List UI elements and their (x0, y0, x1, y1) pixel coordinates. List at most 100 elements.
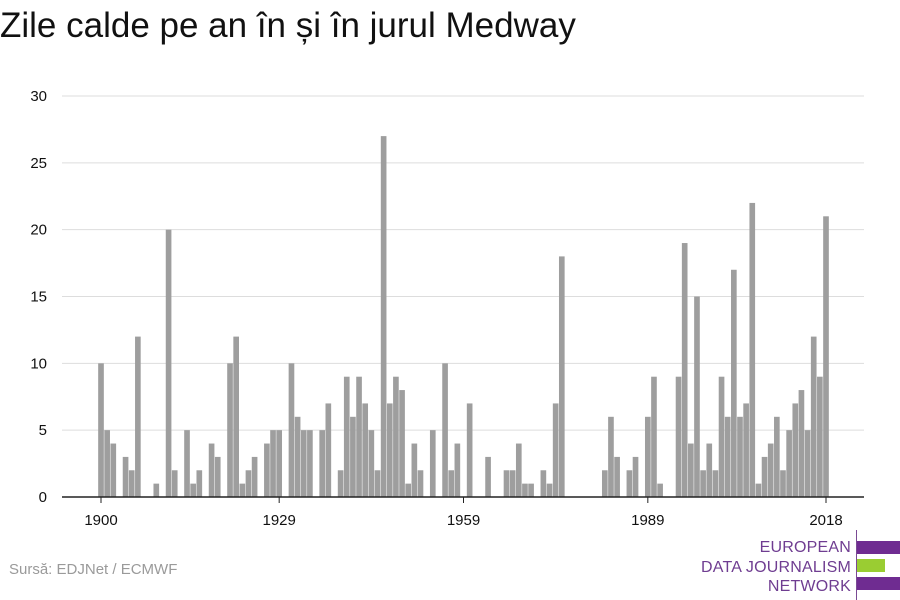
bar[interactable] (337, 470, 344, 497)
bar[interactable] (792, 403, 799, 497)
bar[interactable] (786, 430, 792, 497)
bar[interactable] (804, 430, 811, 497)
bar[interactable] (417, 470, 424, 497)
y-tick-label: 10 (30, 355, 47, 372)
bar[interactable] (294, 416, 301, 497)
bar[interactable] (712, 470, 719, 497)
bar[interactable] (601, 470, 608, 497)
bar[interactable] (343, 376, 350, 497)
bar[interactable] (626, 470, 633, 497)
bar[interactable] (405, 483, 412, 497)
bar[interactable] (239, 483, 246, 497)
bar[interactable] (737, 416, 743, 497)
bar[interactable] (110, 443, 117, 497)
bar[interactable] (208, 443, 215, 497)
bar[interactable] (644, 416, 651, 497)
bar[interactable] (485, 456, 491, 497)
bar[interactable] (288, 363, 295, 497)
bar[interactable] (227, 363, 233, 497)
bar[interactable] (380, 136, 387, 497)
bar[interactable] (761, 456, 768, 497)
bar[interactable] (731, 269, 737, 497)
bar[interactable] (558, 256, 565, 497)
x-tick-label: 1989 (631, 512, 664, 529)
bar[interactable] (724, 416, 731, 497)
bar[interactable] (165, 229, 172, 497)
bar[interactable] (135, 336, 141, 497)
bar[interactable] (755, 483, 762, 497)
logo-line-3: NETWORK (767, 578, 851, 595)
bar[interactable] (823, 216, 829, 498)
bar[interactable] (657, 483, 663, 497)
bar[interactable] (98, 363, 104, 497)
bar[interactable] (515, 443, 522, 497)
bar[interactable] (810, 336, 817, 497)
bar[interactable] (798, 390, 805, 497)
y-tick-label: 15 (30, 289, 47, 306)
bar[interactable] (264, 443, 270, 497)
bar[interactable] (503, 470, 510, 497)
bar[interactable] (362, 403, 369, 497)
bar[interactable] (104, 430, 110, 497)
bar[interactable] (270, 430, 276, 497)
bar[interactable] (276, 430, 283, 497)
bar[interactable] (718, 376, 725, 497)
bar[interactable] (774, 416, 780, 497)
bar[interactable] (350, 416, 356, 497)
bar[interactable] (552, 403, 559, 497)
bar[interactable] (767, 443, 774, 497)
bar[interactable] (743, 403, 749, 497)
bar[interactable] (399, 390, 405, 497)
bar[interactable] (368, 430, 375, 497)
bar[interactable] (429, 430, 436, 497)
bar[interactable] (454, 443, 461, 497)
logo-line-2: DATA JOURNALISM (701, 559, 851, 576)
bar[interactable] (546, 483, 553, 497)
bar[interactable] (393, 376, 399, 497)
bar[interactable] (466, 403, 473, 497)
bar[interactable] (700, 470, 706, 497)
bar[interactable] (153, 483, 160, 497)
bar[interactable] (522, 483, 528, 497)
bar[interactable] (509, 470, 516, 497)
bar[interactable] (122, 456, 129, 497)
bar[interactable] (540, 470, 547, 497)
edjnet-logo[interactable]: EUROPEAN DATA JOURNALISM NETWORK (700, 530, 900, 600)
bar[interactable] (608, 416, 614, 497)
bar[interactable] (245, 470, 252, 497)
bar[interactable] (196, 470, 203, 497)
x-tick-label: 1929 (262, 512, 295, 529)
bar[interactable] (325, 403, 332, 497)
bar[interactable] (356, 376, 362, 497)
bar[interactable] (411, 443, 418, 497)
bar[interactable] (448, 470, 455, 497)
bar[interactable] (386, 403, 393, 497)
bar[interactable] (681, 243, 688, 497)
bar[interactable] (780, 470, 786, 497)
bar[interactable] (442, 363, 448, 497)
bar[interactable] (528, 483, 534, 497)
bar[interactable] (190, 483, 196, 497)
bar[interactable] (675, 376, 682, 497)
bar[interactable] (749, 202, 756, 497)
bar[interactable] (817, 376, 823, 497)
bar[interactable] (374, 470, 381, 497)
bar[interactable] (706, 443, 713, 497)
bar[interactable] (300, 430, 307, 497)
bar[interactable] (214, 456, 221, 497)
bar[interactable] (688, 443, 694, 497)
bar[interactable] (632, 456, 639, 497)
bar[interactable] (319, 430, 326, 497)
bar[interactable] (128, 470, 135, 497)
source-note: Sursă: EDJNet / ECMWF (9, 561, 178, 578)
bar[interactable] (307, 430, 313, 497)
bar[interactable] (171, 470, 178, 497)
logo-bar-purple-bottom (857, 577, 900, 590)
bar[interactable] (233, 336, 239, 497)
bar[interactable] (614, 456, 620, 497)
bar[interactable] (651, 376, 657, 497)
bar[interactable] (184, 430, 190, 497)
bar[interactable] (694, 296, 700, 498)
bar[interactable] (251, 456, 258, 497)
